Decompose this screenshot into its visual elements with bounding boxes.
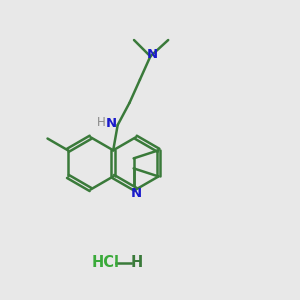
Text: N: N xyxy=(146,48,158,62)
Text: HCl: HCl xyxy=(92,255,119,270)
Text: N: N xyxy=(130,188,141,200)
Text: N: N xyxy=(106,117,117,130)
Text: H: H xyxy=(97,116,106,129)
Text: H: H xyxy=(130,255,143,270)
